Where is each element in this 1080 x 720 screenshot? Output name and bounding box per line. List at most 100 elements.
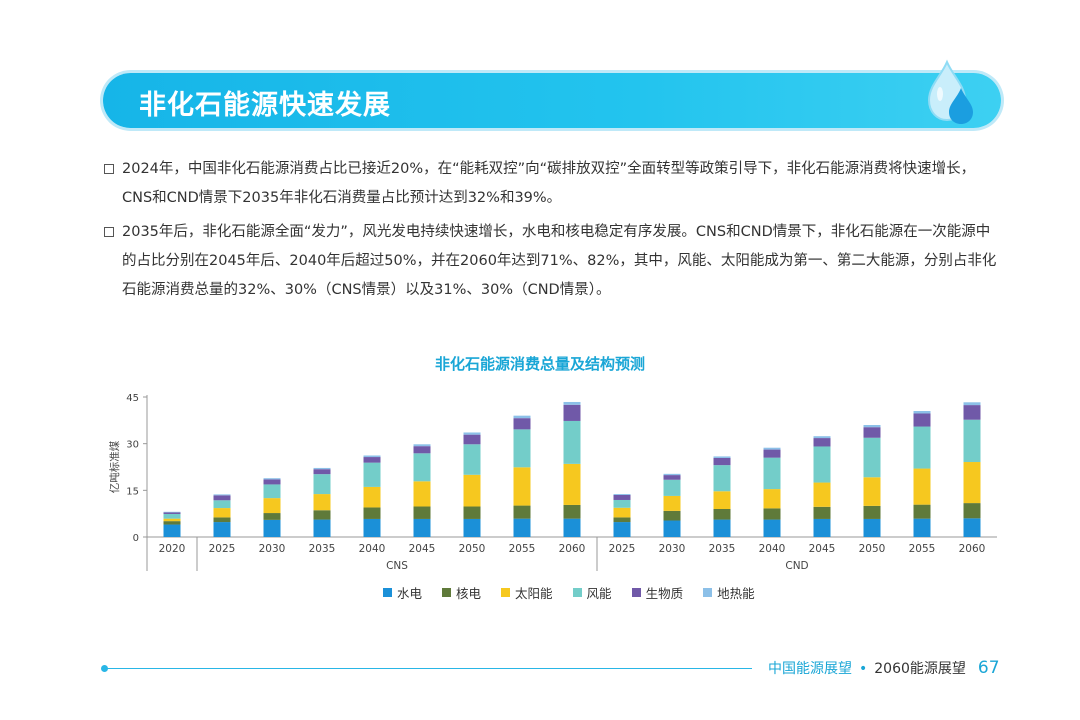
bar-segment-生物质	[613, 495, 631, 500]
legend-item: 太阳能	[501, 583, 553, 602]
bar-segment-太阳能	[963, 462, 981, 504]
bar-segment-核电	[163, 521, 181, 525]
y-tick-label: 45	[126, 393, 139, 404]
bar-segment-水电	[513, 518, 531, 537]
bar-segment-核电	[863, 505, 881, 519]
x-tick-label: 2020	[159, 543, 186, 555]
bar-segment-水电	[813, 518, 831, 537]
bar-segment-生物质	[363, 457, 381, 463]
x-tick-label: 2030	[659, 543, 686, 555]
page-number: 67	[977, 658, 1000, 678]
bar-segment-地热能	[513, 415, 531, 419]
bar-segment-风能	[263, 484, 281, 499]
bar-segment-太阳能	[413, 481, 431, 507]
bar-segment-水电	[463, 518, 481, 537]
y-tick-label: 0	[133, 533, 139, 544]
bar-segment-水电	[163, 524, 181, 537]
bar-segment-生物质	[813, 438, 831, 447]
bar-segment-太阳能	[363, 486, 381, 508]
footer-rule	[104, 668, 752, 669]
bar-segment-风能	[963, 419, 981, 463]
bar-segment-生物质	[763, 449, 781, 458]
bar-segment-水电	[263, 519, 281, 537]
bar-segment-地热能	[763, 447, 781, 450]
chart-legend: 水电 核电 太阳能 风能 生物质 地热能	[383, 583, 755, 602]
x-tick-label: 2025	[609, 543, 636, 555]
bar-segment-水电	[963, 518, 981, 537]
x-tick-label: 2035	[309, 543, 336, 555]
y-tick-label: 15	[126, 486, 139, 497]
bar-segment-太阳能	[713, 491, 731, 509]
x-tick-label: 2055	[509, 543, 536, 555]
bar-segment-核电	[313, 510, 331, 520]
bar-segment-核电	[263, 513, 281, 520]
bar-segment-核电	[963, 503, 981, 519]
y-tick-label: 30	[126, 440, 139, 451]
bar-segment-风能	[913, 426, 931, 469]
bar-segment-地热能	[163, 511, 181, 513]
bar-segment-风能	[763, 457, 781, 490]
chart-title: 非化石能源消费总量及结构预测	[434, 355, 645, 373]
bar-segment-核电	[413, 506, 431, 519]
bar-segment-水电	[313, 519, 331, 537]
water-drop-icon	[927, 59, 973, 124]
bar-segment-生物质	[963, 405, 981, 420]
bar-segment-地热能	[913, 411, 931, 414]
bar-segment-水电	[863, 518, 881, 537]
bar-segment-核电	[463, 506, 481, 519]
bar-segment-地热能	[713, 456, 731, 458]
bar-segment-水电	[213, 522, 231, 537]
bar-segment-风能	[213, 500, 231, 509]
bar-segment-生物质	[213, 495, 231, 501]
bar-segment-生物质	[413, 446, 431, 454]
bar-segment-核电	[613, 517, 631, 523]
bar-segment-风能	[663, 479, 681, 496]
bar-segment-风能	[363, 462, 381, 487]
bar-segment-生物质	[513, 418, 531, 430]
bar-segment-风能	[563, 420, 581, 464]
bar-segment-风能	[413, 453, 431, 482]
bar-segment-地热能	[213, 494, 231, 496]
bar-segment-风能	[613, 499, 631, 508]
bar-segment-风能	[863, 437, 881, 478]
bar-segment-生物质	[713, 457, 731, 466]
bar-segment-太阳能	[463, 474, 481, 507]
bullet-list: 2024年，中国非化石能源消费占比已接近20%，在“能耗双控”向“碳排放双控”全…	[104, 155, 1004, 310]
bar-segment-地热能	[563, 401, 581, 405]
bar-segment-生物质	[663, 475, 681, 480]
legend-swatch	[631, 588, 641, 597]
legend-item: 风能	[572, 583, 612, 602]
bar-segment-地热能	[663, 473, 681, 476]
x-tick-label: 2050	[859, 543, 886, 555]
x-tick-label: 2040	[359, 543, 386, 555]
bar-segment-太阳能	[663, 495, 681, 511]
legend-swatch	[442, 588, 452, 597]
bar-segment-太阳能	[863, 477, 881, 506]
x-tick-label: 2060	[559, 543, 586, 555]
x-tick-label: 2025	[209, 543, 236, 555]
legend-swatch	[383, 588, 392, 597]
y-axis-label: 亿吨标准煤	[108, 440, 121, 493]
bar-segment-太阳能	[613, 507, 631, 518]
bar-segment-水电	[413, 518, 431, 537]
footer-report: 2060能源展望	[874, 661, 966, 677]
legend-swatch	[501, 588, 511, 597]
x-tick-label: 2055	[909, 543, 936, 555]
bar-segment-生物质	[163, 512, 181, 514]
x-tick-label: 2060	[959, 543, 986, 555]
bullet-text: 2035年后，非化石能源全面“发力”，风光发电持续快速增长，水电和核电稳定有序发…	[122, 224, 997, 298]
x-tick-label: 2045	[409, 543, 436, 555]
footer-publication: 中国能源展望	[768, 661, 852, 677]
bar-segment-水电	[663, 520, 681, 537]
stacked-bar-chart: 0 15 30 45 亿吨标准煤 2020 2025 2030 2035 2040 2045 2050…	[108, 393, 997, 572]
bar-segment-生物质	[263, 479, 281, 485]
bar-segment-风能	[813, 446, 831, 483]
bar-segment-太阳能	[813, 482, 831, 507]
bar-segment-风能	[713, 465, 731, 492]
bar-segment-地热能	[963, 402, 981, 406]
bar-segment-生物质	[913, 413, 931, 427]
bar-segment-地热能	[413, 444, 431, 447]
bar-segment-核电	[563, 504, 581, 519]
bar-segment-水电	[363, 518, 381, 537]
bar-segment-水电	[563, 518, 581, 537]
